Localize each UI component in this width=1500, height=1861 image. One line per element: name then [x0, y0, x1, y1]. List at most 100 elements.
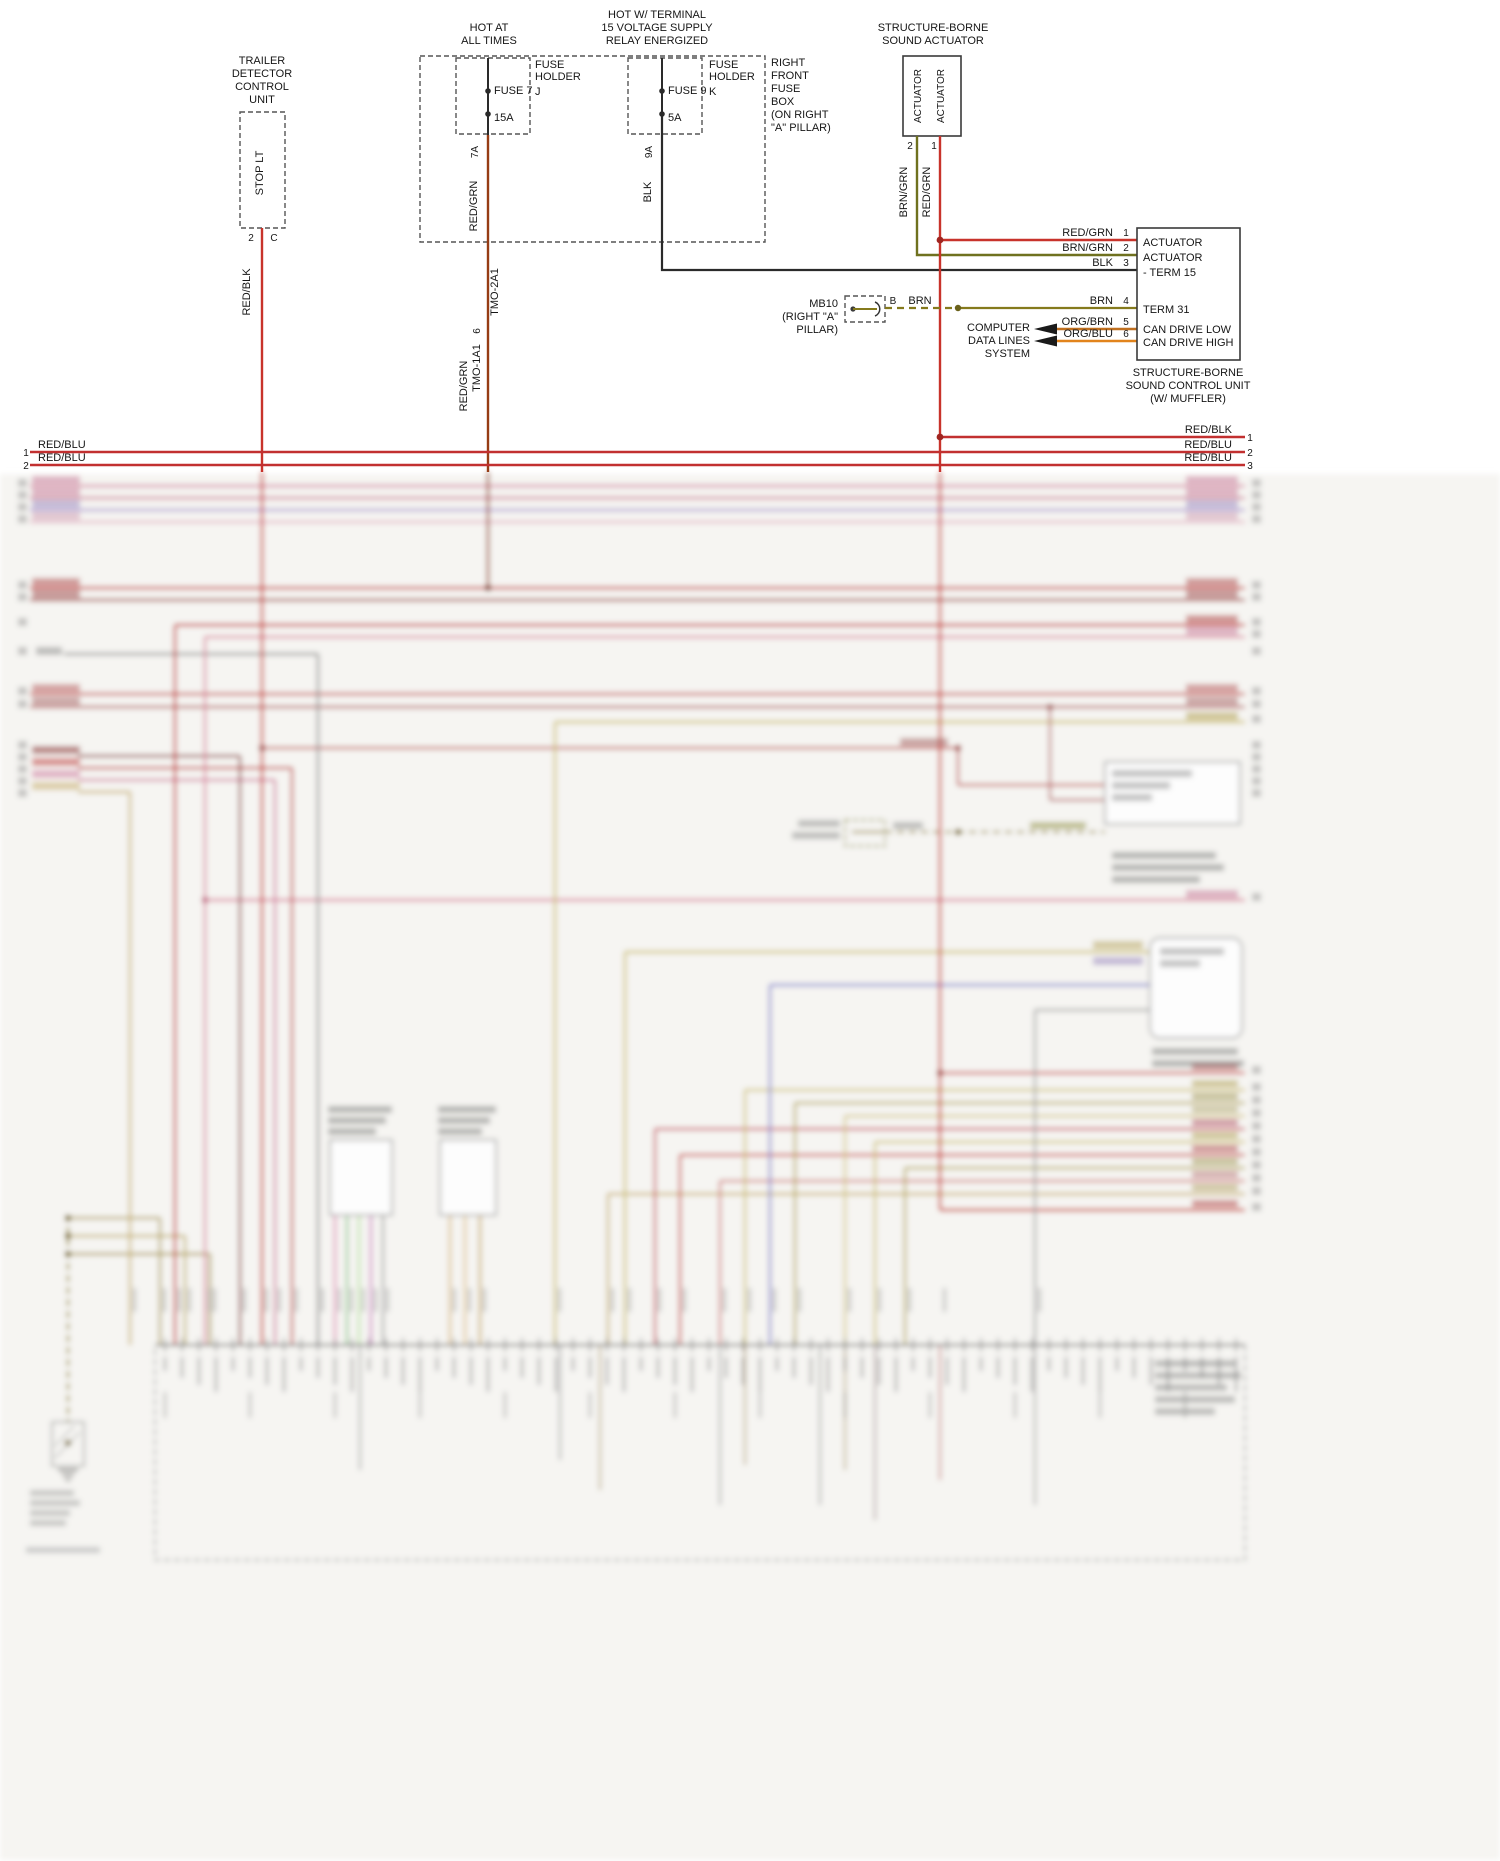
blur-label: [18, 479, 27, 487]
blur-junction: [1046, 703, 1054, 711]
mb10-label: PILLAR): [796, 324, 838, 336]
blur-label: [554, 1357, 558, 1392]
bus-wire-label: RED/BLU: [1184, 439, 1232, 451]
blur-label: [248, 1357, 252, 1378]
blur-label: [1155, 1396, 1235, 1403]
blur-label: [1252, 1203, 1261, 1211]
blur-label: [1186, 697, 1238, 705]
blur-label: [1192, 1171, 1238, 1178]
blur-label: [1200, 1357, 1204, 1378]
fuse9-holder-box: [627, 57, 703, 135]
blur-junction: [936, 1069, 944, 1077]
hot-at-all-times-label: ALL TIMES: [461, 35, 517, 47]
bus-lines: RED/BLU 1 RED/BLU 2 RED/BLK 1 RED/BLU 2 …: [23, 424, 1253, 472]
blur-label: [30, 1510, 70, 1516]
trailer-unit-title-line: DETECTOR: [232, 68, 292, 80]
trailer-unit-title-line: UNIT: [249, 94, 275, 106]
blur-label: [798, 820, 840, 827]
blur-label: [1186, 500, 1238, 508]
blur-label: [558, 1288, 561, 1312]
blur-label: [328, 1117, 386, 1124]
blur-label: [1183, 1357, 1187, 1371]
blur-junction: [954, 828, 962, 836]
fuse9-holder-label: FUSE: [709, 59, 738, 71]
blur-label: [911, 1357, 915, 1371]
blur-label: [1192, 1093, 1238, 1100]
blur-label: [333, 1392, 337, 1418]
blur-label: [30, 1490, 74, 1496]
blur-label: [639, 1357, 643, 1371]
pin-wire-label: ORG/BLU: [1063, 328, 1113, 340]
blur-label: [374, 1288, 377, 1312]
blur-label: [1252, 515, 1261, 523]
blur-label: [943, 1288, 946, 1312]
hot-terminal15-label: 15 VOLTAGE SUPPLY: [601, 22, 713, 34]
fuse-box-outline: [419, 55, 766, 243]
blur-label: [18, 687, 27, 695]
blur-label: [843, 1357, 847, 1371]
blur-label: [468, 1288, 471, 1312]
bus-wire-label: RED/BLK: [1185, 424, 1233, 436]
blur-label: [503, 1392, 507, 1418]
blur-label: [178, 1288, 181, 1312]
blur-label: [32, 782, 80, 790]
blur-label: [1112, 864, 1224, 871]
junction-dot: [954, 304, 962, 312]
blur-label: [1252, 593, 1261, 601]
blur-junction: [258, 744, 266, 752]
blur-label: [316, 1357, 320, 1378]
fuse-box-caption: FRONT: [771, 70, 809, 82]
blur-label: [350, 1288, 353, 1312]
blur-label: [180, 1357, 184, 1378]
hot-terminal15-label: HOT W/ TERMINAL: [608, 9, 706, 21]
blur-label: [1115, 1357, 1119, 1371]
fuse-box-caption: FUSE: [771, 83, 800, 95]
blur-label: [773, 1288, 776, 1312]
blur-label: [1252, 1187, 1261, 1195]
blur-label: [18, 753, 27, 761]
blur-label: [1252, 1122, 1261, 1130]
blur-label: [32, 770, 80, 778]
blur-label: [860, 1357, 864, 1378]
bus-pin-number: 1: [1247, 433, 1253, 444]
blur-label: [18, 647, 27, 655]
blur-label: [1081, 1357, 1085, 1385]
bus-pin-number: 1: [23, 448, 29, 459]
pin-wire-label: ORG/BRN: [1062, 316, 1113, 328]
blur-label: [611, 1288, 614, 1312]
blur-label: [741, 1357, 745, 1385]
trailer-pin-number: 2: [248, 233, 254, 244]
blur-label: [438, 1106, 496, 1113]
blur-label: [163, 1288, 166, 1312]
blur-label: [328, 1128, 376, 1135]
wire-pin-6: 6: [472, 328, 483, 334]
blur-label: [962, 1357, 966, 1392]
blur-label: [163, 1392, 167, 1418]
blur-label: [1030, 1357, 1034, 1392]
blur-label: [656, 1357, 660, 1378]
fuse7-holder-label: HOLDER: [535, 71, 581, 83]
fuse-box-caption: RIGHT: [771, 57, 806, 69]
blur-label: [483, 1288, 486, 1312]
blurred-wiring-region: [0, 472, 1500, 1860]
wire-blk: [660, 114, 1137, 272]
blur-label: [723, 1288, 726, 1312]
computer-data-lines-label: SYSTEM: [985, 348, 1030, 360]
blur-label: [900, 738, 948, 746]
blur-box: [439, 1139, 497, 1216]
pin-number: 6: [1123, 329, 1129, 340]
blur-label: [707, 1357, 711, 1371]
blur-label: [1192, 1145, 1238, 1152]
mb10-splice: MB10 (RIGHT "A" PILLAR) B BRN: [782, 295, 1137, 336]
trailer-unit-title-line: TRAILER: [239, 55, 286, 67]
blur-label: [208, 1288, 211, 1312]
wire-label-red-blk: RED/BLK: [241, 268, 253, 316]
blur-label: [1149, 1357, 1153, 1385]
trailer-unit-title-line: CONTROL: [235, 81, 289, 93]
blur-label: [673, 1392, 677, 1418]
actuator-pin-label: ACTUATOR: [936, 69, 947, 123]
blur-label: [683, 1288, 686, 1312]
fuse9-amps: 5A: [668, 112, 682, 124]
blur-label: [571, 1357, 575, 1371]
blur-label: [401, 1357, 405, 1385]
